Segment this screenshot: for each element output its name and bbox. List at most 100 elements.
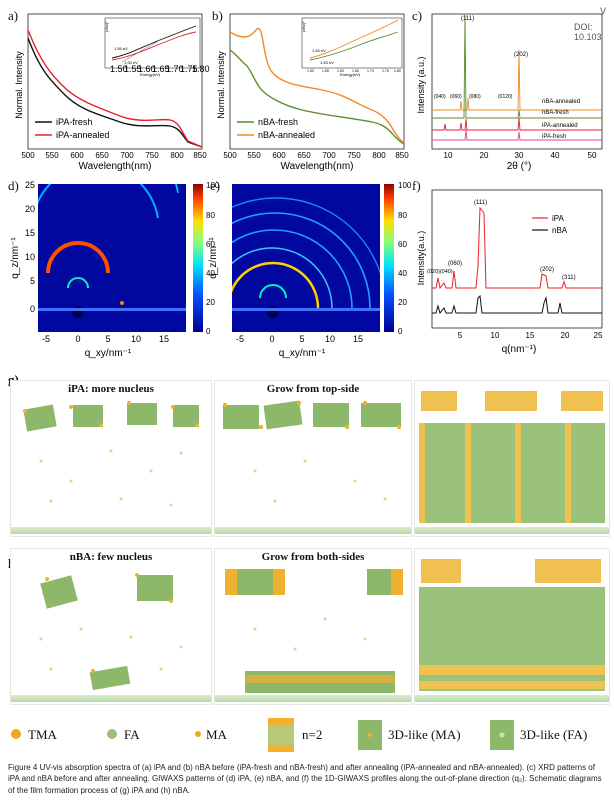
- panel-f-label: f): [412, 178, 421, 193]
- svg-text:1.80: 1.80: [394, 69, 401, 73]
- inset-a-ann2: 1.53 eV: [124, 60, 138, 65]
- svg-text:15: 15: [353, 334, 363, 344]
- inset-a-xlabel: Energy(eV): [140, 72, 161, 77]
- svg-text:(αhv)²: (αhv)²: [301, 21, 306, 32]
- legend-3d-fa: 3D-like (FA): [520, 727, 588, 742]
- svg-text:80: 80: [398, 211, 407, 220]
- svg-text:100: 100: [206, 181, 220, 190]
- legend-ma: MA: [206, 727, 227, 742]
- svg-text:100: 100: [398, 181, 412, 190]
- svg-text:(111): (111): [461, 16, 474, 22]
- svg-text:80: 80: [206, 211, 215, 220]
- svg-text:(202): (202): [540, 267, 554, 273]
- panel-d-xlabel: q_xy/nm⁻¹: [85, 348, 132, 359]
- svg-text:1.50: 1.50: [307, 69, 314, 73]
- svg-text:-5: -5: [236, 334, 244, 344]
- legend-fa: FA: [124, 727, 140, 742]
- svg-text:650: 650: [297, 151, 311, 160]
- svg-text:(080): (080): [469, 94, 481, 100]
- svg-text:20: 20: [206, 298, 215, 307]
- panel-c-xlabel: 2θ (°): [507, 161, 532, 172]
- svg-text:10: 10: [444, 151, 453, 160]
- legend-nBA-annealed: nBA-annealed: [258, 130, 315, 140]
- svg-text:(111): (111): [474, 200, 487, 206]
- svg-text:40: 40: [206, 269, 215, 278]
- svg-text:1.53 eV: 1.53 eV: [320, 60, 334, 65]
- svg-text:5: 5: [458, 331, 463, 340]
- panel-b-label: b): [212, 8, 223, 23]
- svg-text:550: 550: [45, 151, 59, 160]
- schematic-g-2: Grow from top-side: [214, 380, 412, 537]
- schematic-h-title-1: nBA: few nucleus: [69, 551, 153, 563]
- legend-icons: [11, 718, 514, 752]
- svg-text:nBA-fresh: nBA-fresh: [542, 110, 569, 116]
- svg-text:0: 0: [398, 327, 403, 336]
- legend-3d-ma: 3D-like (MA): [388, 727, 461, 742]
- svg-text:50: 50: [588, 151, 597, 160]
- legend-n2: n=2: [302, 727, 323, 742]
- svg-text:1.60: 1.60: [138, 64, 156, 74]
- svg-text:800: 800: [372, 151, 386, 160]
- svg-text:10: 10: [131, 334, 141, 344]
- svg-text:20: 20: [398, 298, 407, 307]
- svg-text:30: 30: [515, 151, 524, 160]
- svg-text:iPA-annealed: iPA-annealed: [542, 123, 578, 129]
- schematic-h-3: [414, 548, 610, 705]
- svg-text:(020)(040): (020)(040): [427, 269, 453, 275]
- svg-text:750: 750: [145, 151, 159, 160]
- panel-e-chart: 100 80 60 40 20 0 -5 0 5 10 15 q_xy/nm⁻¹ q_z/nm⁻¹: [208, 181, 412, 359]
- svg-text:1.60: 1.60: [337, 69, 344, 73]
- svg-text:0: 0: [75, 334, 80, 344]
- svg-text:1.55: 1.55: [322, 69, 329, 73]
- tma-icon: [11, 729, 21, 739]
- svg-text:(311): (311): [562, 275, 576, 281]
- legend-tma: TMA: [28, 727, 57, 742]
- svg-text:800: 800: [170, 151, 184, 160]
- svg-text:Intensity(a.u.): Intensity(a.u.): [416, 231, 426, 286]
- legend-nBA: nBA: [552, 226, 568, 235]
- svg-text:0: 0: [269, 334, 274, 344]
- svg-text:1.55: 1.55: [124, 64, 142, 74]
- svg-text:(0120): (0120): [498, 94, 513, 100]
- svg-text:q(nm⁻¹): q(nm⁻¹): [502, 344, 537, 355]
- svg-text:0: 0: [30, 304, 35, 314]
- svg-text:(202): (202): [514, 52, 528, 58]
- svg-text:1.70: 1.70: [367, 69, 374, 73]
- schematic-g-title-1: iPA: more nucleus: [68, 383, 154, 395]
- svg-text:15: 15: [526, 331, 535, 340]
- svg-text:25: 25: [25, 180, 35, 190]
- svg-text:q_xy/nm⁻¹: q_xy/nm⁻¹: [279, 348, 326, 359]
- schematic-h-title-2: Grow from both-sides: [261, 551, 365, 563]
- svg-text:600: 600: [70, 151, 84, 160]
- svg-text:750: 750: [347, 151, 361, 160]
- svg-text:(040): (040): [434, 94, 446, 100]
- panel-b-ylabel: Normal. Intensity: [216, 51, 226, 119]
- svg-text:Energy(eV): Energy(eV): [340, 72, 361, 77]
- svg-text:550: 550: [247, 151, 261, 160]
- legend-nBA-fresh: nBA-fresh: [258, 117, 298, 127]
- panel-b-xlabel: Wavelength(nm): [281, 161, 354, 172]
- svg-text:nBA-annealed: nBA-annealed: [542, 99, 580, 105]
- svg-text:600: 600: [272, 151, 286, 160]
- svg-text:500: 500: [223, 151, 237, 160]
- svg-text:1.65: 1.65: [152, 64, 170, 74]
- svg-text:40: 40: [398, 269, 407, 278]
- inset-a-ann1: 1.55 eV: [114, 46, 128, 51]
- svg-text:5: 5: [30, 276, 35, 286]
- iPA-annealed-line: [27, 29, 203, 148]
- svg-text:iPA-fresh: iPA-fresh: [542, 134, 566, 140]
- legend-iPA-annealed: iPA-annealed: [56, 130, 109, 140]
- schematic-g-1: iPA: more nucleus: [10, 380, 212, 537]
- panel-d-ylabel: q_z/nm⁻¹: [10, 237, 21, 279]
- svg-text:5: 5: [299, 334, 304, 344]
- panel-c-ylabel: Intensity (a.u.): [416, 56, 426, 113]
- svg-text:60: 60: [206, 240, 215, 249]
- svg-text:60: 60: [398, 240, 407, 249]
- svg-text:15: 15: [25, 228, 35, 238]
- svg-text:1.65: 1.65: [352, 69, 359, 73]
- fa-icon: [107, 729, 117, 739]
- nBA-annealed-line: [229, 27, 405, 144]
- svg-text:0: 0: [206, 327, 211, 336]
- panel-e-label: e): [210, 178, 221, 193]
- svg-text:10: 10: [325, 334, 335, 344]
